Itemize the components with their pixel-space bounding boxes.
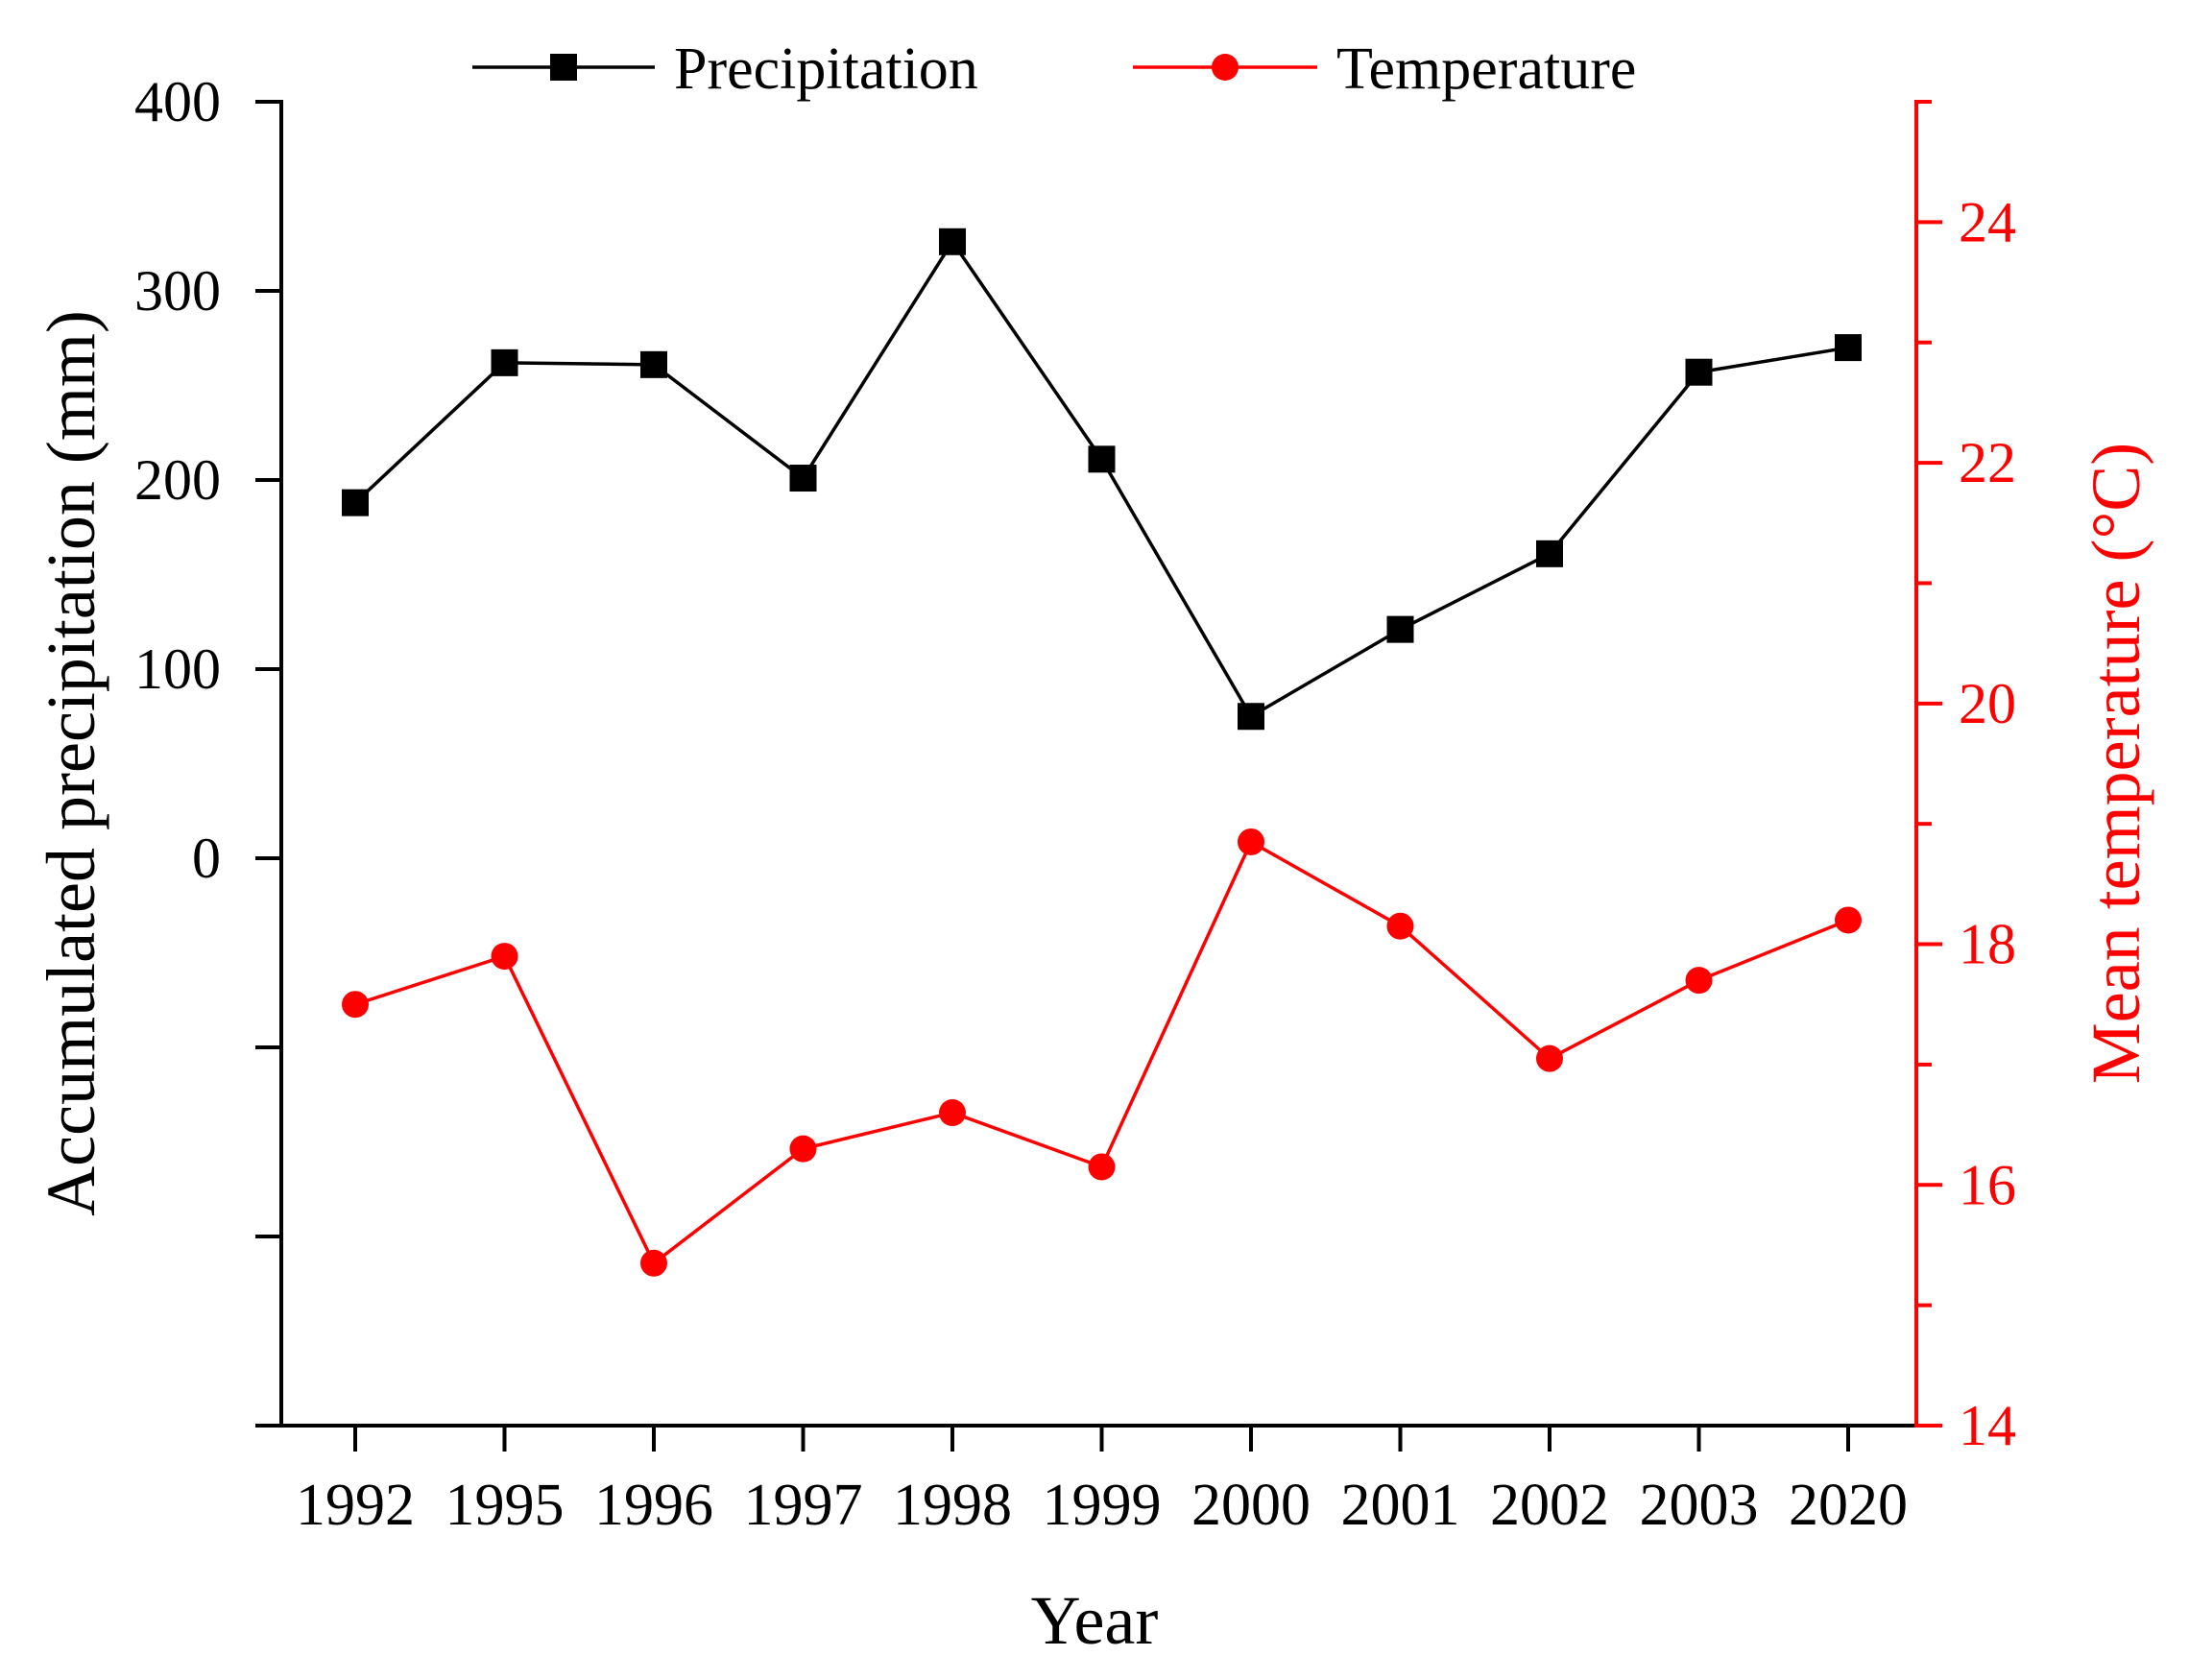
- x-axis-tick-label: 2020: [1789, 1473, 1908, 1538]
- x-axis-tick-label: 2001: [1341, 1473, 1460, 1538]
- x-axis-tick-label: 1995: [445, 1473, 565, 1538]
- precipitation-data-point: [1685, 358, 1713, 386]
- right-axis-tick-label: 18: [1959, 913, 2016, 976]
- x-axis-tick-label: 1996: [594, 1473, 713, 1538]
- temperature-data-point: [640, 1249, 667, 1277]
- series-layer: [342, 228, 1862, 1277]
- right-axis-tick-label: 20: [1959, 672, 2016, 735]
- precipitation-data-point: [1238, 703, 1264, 731]
- x-axis-tick-label: 1998: [893, 1473, 1012, 1538]
- temperature-data-point: [1386, 912, 1414, 940]
- right-axis-tick-label: 22: [1959, 431, 2016, 494]
- left-axis-tick-label: 0: [192, 827, 221, 890]
- temperature-data-point: [1685, 967, 1713, 995]
- legend-temperature-label: Temperature: [1336, 36, 1636, 102]
- right-axis-tick-label: 16: [1959, 1153, 2016, 1216]
- temperature-data-point: [1835, 906, 1862, 934]
- temperature-data-point: [491, 943, 518, 971]
- precipitation-data-point: [640, 350, 667, 378]
- precipitation-data-point: [1386, 615, 1414, 643]
- precipitation-data-point: [939, 228, 966, 255]
- x-axis-tick-label: 1999: [1043, 1473, 1162, 1538]
- x-axis-title: Year: [1031, 1582, 1159, 1659]
- temperature-data-point: [1088, 1153, 1116, 1181]
- temperature-data-point: [342, 991, 369, 1019]
- left-axis-tick-label: 200: [134, 448, 221, 512]
- right-axis-title: Mean temperature (°C): [2078, 443, 2154, 1085]
- temperature-series-line: [354, 839, 1849, 1266]
- precipitation-data-point: [342, 489, 369, 516]
- x-axis-tick-label: 2003: [1640, 1473, 1759, 1538]
- legend: Precipitation Temperature: [472, 36, 1636, 102]
- x-axis-tick-label: 1997: [744, 1473, 863, 1538]
- left-axis-tick-label: 100: [134, 637, 221, 701]
- temperature-data-point: [789, 1135, 817, 1163]
- x-axis-tick-label: 1992: [296, 1473, 415, 1538]
- precipitation-data-point: [491, 348, 518, 376]
- precipitation-data-point: [1088, 445, 1116, 473]
- precipitation-data-point: [1536, 540, 1563, 567]
- x-axis-tick-label: 2000: [1191, 1473, 1311, 1538]
- precipitation-data-point: [789, 465, 817, 492]
- x-axis-tick-label: 2002: [1490, 1473, 1609, 1538]
- legend-precipitation-marker: [550, 54, 577, 81]
- labels-layer: Year Accumulated precipitation (mm) Mean t…: [33, 310, 2154, 1659]
- right-axis-tick-label: 24: [1959, 190, 2016, 253]
- left-axis-tick-label: 300: [134, 259, 221, 323]
- left-axis-title: Accumulated precipitation (mm): [33, 310, 109, 1216]
- precipitation-series-line: [353, 238, 1849, 719]
- legend-temperature-marker: [1212, 54, 1239, 81]
- temperature-data-point: [1238, 828, 1264, 855]
- legend-precipitation-label: Precipitation: [674, 36, 978, 102]
- precipitation-data-point: [1835, 334, 1862, 362]
- temperature-data-point: [1536, 1044, 1563, 1072]
- temperature-data-point: [939, 1099, 966, 1127]
- right-axis-tick-label: 14: [1959, 1394, 2016, 1457]
- axes-layer: 0 100 200 300 400 14 16 18 20 22 24 1992 1995 1996 199…: [134, 70, 2016, 1538]
- left-axis-tick-label: 400: [134, 70, 221, 133]
